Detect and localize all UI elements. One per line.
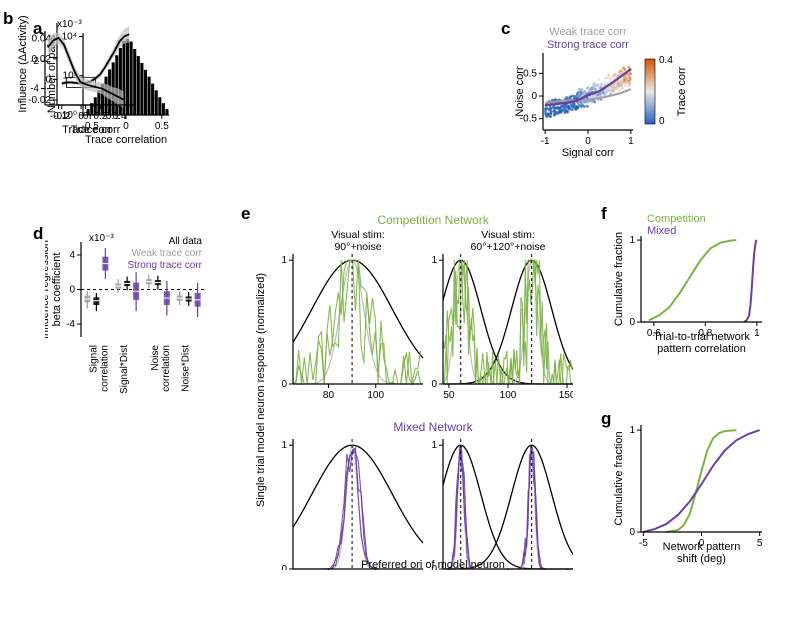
svg-text:-4: -4 — [30, 84, 39, 95]
svg-text:Trace correlation: Trace correlation — [85, 134, 167, 145]
svg-text:-5: -5 — [639, 538, 648, 549]
panel-b-inset: -0.1 0 0.1 -4 -2 Trace corr x10⁻³ — [15, 15, 135, 135]
svg-text:Strong trace corr: Strong trace corr — [128, 260, 203, 271]
svg-text:-2: -2 — [30, 56, 39, 67]
svg-text:0: 0 — [629, 527, 635, 538]
svg-text:Weak trace corr: Weak trace corr — [549, 26, 627, 38]
svg-text:Signal corr: Signal corr — [562, 147, 615, 158]
svg-text:0: 0 — [83, 111, 89, 122]
svg-text:Cumulative fraction: Cumulative fraction — [613, 232, 625, 326]
panel-g: -50501Network patternshift (deg)Cumulati… — [613, 415, 768, 570]
panel-c: -101-0.500.5Signal corrNoise corrWeak tr… — [513, 25, 733, 158]
svg-text:0: 0 — [659, 116, 665, 127]
svg-text:0.5: 0.5 — [155, 121, 169, 132]
svg-text:50: 50 — [443, 390, 455, 401]
svg-text:Network pattern: Network pattern — [663, 541, 741, 553]
svg-text:5: 5 — [757, 538, 763, 549]
svg-text:0: 0 — [585, 136, 591, 147]
panel-d: -404x10⁻³SignalcorrelationSignal*DistNoi… — [45, 230, 210, 485]
svg-text:0: 0 — [281, 564, 287, 570]
svg-text:1: 1 — [431, 440, 437, 451]
svg-text:beta coefficient: beta coefficient — [51, 253, 63, 327]
panel-label-f: f — [601, 204, 607, 224]
panel-label-g: g — [601, 409, 611, 429]
svg-text:correlation: correlation — [161, 345, 172, 392]
svg-text:Cumulative fraction: Cumulative fraction — [613, 431, 625, 525]
panel-e: Competition NetworkVisual stim:90°+noise… — [253, 210, 573, 570]
svg-text:Trial-to-trial network: Trial-to-trial network — [653, 331, 750, 343]
svg-text:Mixed: Mixed — [647, 225, 676, 237]
svg-text:1: 1 — [281, 255, 287, 266]
panel-f: 0.60.8101Trial-to-trial networkpattern c… — [613, 210, 768, 360]
svg-text:1: 1 — [628, 136, 634, 147]
svg-text:Trace corr: Trace corr — [62, 124, 112, 135]
svg-text:Visual stim:: Visual stim: — [331, 229, 385, 241]
svg-text:x10⁻³: x10⁻³ — [57, 19, 82, 30]
svg-text:1: 1 — [281, 440, 287, 451]
svg-text:Trace corr: Trace corr — [676, 66, 688, 116]
panel-label-b: b — [3, 9, 13, 29]
svg-text:60°+120°+noise: 60°+120°+noise — [471, 241, 546, 253]
svg-text:1: 1 — [629, 425, 635, 436]
svg-text:Noise corr: Noise corr — [514, 66, 526, 116]
svg-text:90°+noise: 90°+noise — [334, 241, 381, 253]
svg-text:shift (deg): shift (deg) — [677, 553, 726, 565]
svg-text:pattern correlation: pattern correlation — [657, 343, 746, 355]
svg-text:1: 1 — [754, 328, 760, 339]
svg-text:0: 0 — [629, 317, 635, 328]
panel-label-e: e — [241, 204, 250, 224]
panel-label-d: d — [33, 224, 43, 244]
svg-text:100: 100 — [367, 390, 384, 401]
svg-text:0: 0 — [281, 379, 287, 390]
svg-text:-4: -4 — [66, 319, 75, 330]
svg-text:Noise*Dist: Noise*Dist — [181, 345, 192, 392]
svg-text:Signal*Dist: Signal*Dist — [119, 345, 130, 394]
svg-text:Mixed Network: Mixed Network — [393, 420, 473, 434]
svg-text:Competition Network: Competition Network — [377, 213, 489, 227]
panel-label-c: c — [501, 19, 510, 39]
svg-text:All data: All data — [169, 236, 203, 247]
svg-text:-0.1: -0.1 — [50, 111, 68, 122]
svg-text:1: 1 — [431, 255, 437, 266]
svg-text:150: 150 — [559, 390, 573, 401]
svg-text:Visual stim:: Visual stim: — [481, 229, 535, 241]
svg-text:Noise: Noise — [150, 345, 161, 371]
svg-text:correlation: correlation — [99, 345, 110, 392]
svg-text:4: 4 — [69, 250, 75, 261]
svg-text:0.4: 0.4 — [659, 55, 673, 66]
svg-text:Preferred ori of model neuron: Preferred ori of model neuron — [361, 559, 505, 570]
svg-text:0: 0 — [69, 285, 75, 296]
svg-text:Competition: Competition — [647, 213, 706, 225]
svg-text:-1: -1 — [541, 136, 550, 147]
svg-text:0.1: 0.1 — [106, 111, 120, 122]
svg-text:Strong trace corr: Strong trace corr — [547, 39, 629, 51]
svg-text:80: 80 — [323, 390, 335, 401]
figure-container: -0.500.510⁰10²10⁴Trace correlationNumber… — [15, 15, 785, 614]
svg-text:Signal: Signal — [88, 345, 99, 373]
svg-text:0: 0 — [531, 91, 537, 102]
svg-text:0: 0 — [431, 379, 437, 390]
svg-text:1: 1 — [629, 235, 635, 246]
svg-text:100: 100 — [500, 390, 517, 401]
svg-text:x10⁻³: x10⁻³ — [89, 233, 114, 244]
svg-text:Weak trace corr: Weak trace corr — [132, 248, 203, 259]
svg-text:Single trial model neuron resp: Single trial model neuron response (norm… — [255, 273, 267, 507]
